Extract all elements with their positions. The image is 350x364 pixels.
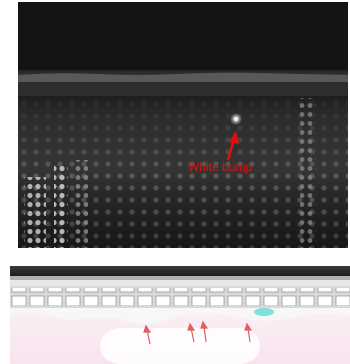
array-shading xyxy=(18,96,348,248)
top-micrograph-image: White bump xyxy=(18,2,348,248)
annotation-label: White bump xyxy=(188,160,252,174)
ridge-shadow xyxy=(18,82,348,96)
top-micrograph-panel: White bump xyxy=(18,2,348,248)
bright-column-1 xyxy=(24,177,46,248)
bottom-cross-section-panel xyxy=(10,266,350,364)
bottom-cross-section-image xyxy=(10,266,350,364)
bright-column-2 xyxy=(54,164,68,248)
cyan-highlight xyxy=(254,308,274,316)
cross-section-arrows xyxy=(143,320,253,345)
metal-layer xyxy=(10,276,350,280)
white-bump-core xyxy=(233,116,239,122)
top-dark-layer xyxy=(10,266,350,276)
pad-row xyxy=(10,288,350,306)
surface-ridge xyxy=(18,72,348,82)
light-layer xyxy=(10,280,350,286)
lower-white-area xyxy=(100,328,260,364)
annotation-arrow xyxy=(226,131,239,161)
dark-top-band xyxy=(18,2,348,70)
bright-column-right xyxy=(300,98,316,248)
bright-column-3 xyxy=(74,160,88,248)
